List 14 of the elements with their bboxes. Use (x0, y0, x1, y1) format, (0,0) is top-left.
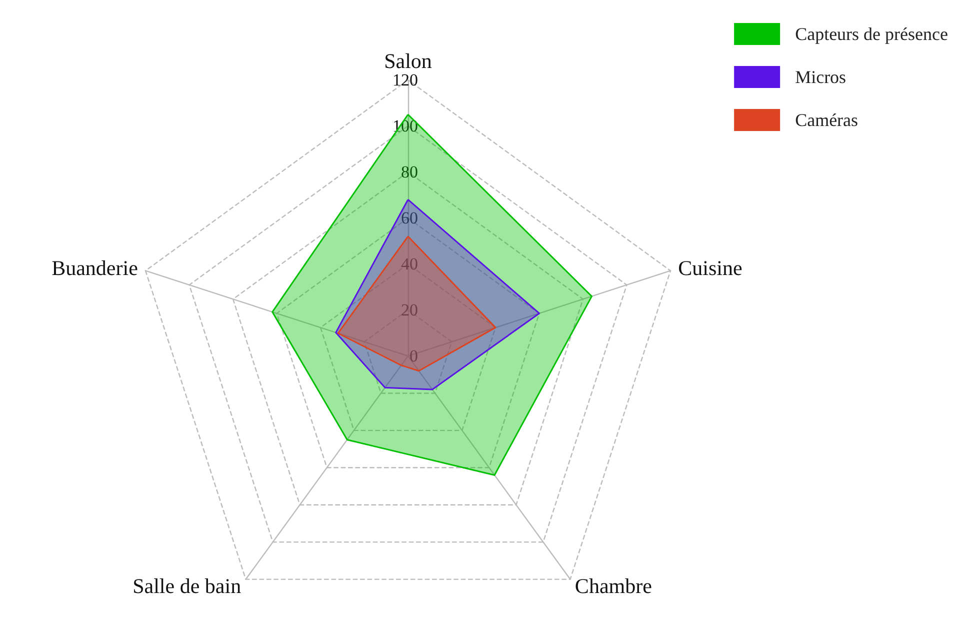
y-tick-label: 40 (401, 254, 418, 274)
legend-label: Micros (795, 67, 846, 87)
legend-label: Caméras (795, 110, 858, 130)
spoke-label: Chambre (574, 574, 652, 598)
spoke-label: Salon (384, 49, 432, 74)
y-tick-label: 120 (392, 70, 418, 90)
y-tick-label: 20 (401, 300, 418, 320)
y-tick-label: 80 (401, 162, 418, 182)
legend-label: Capteurs de présence (795, 24, 948, 44)
y-tick-label: 0 (410, 346, 418, 366)
spoke-label: Cuisine (678, 256, 742, 280)
y-tick-label: 60 (401, 208, 418, 228)
spoke-label: Buanderie (52, 256, 138, 280)
spoke-label: Salle de bain (132, 574, 242, 598)
